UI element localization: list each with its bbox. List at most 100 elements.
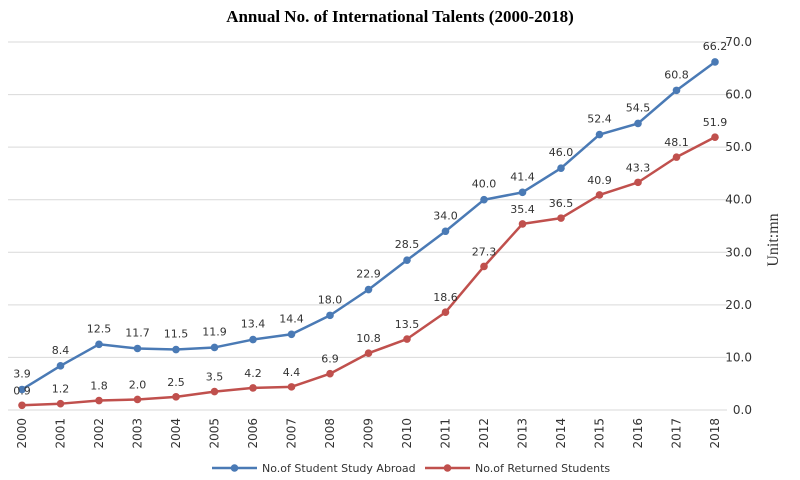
data-label: 40.0 — [472, 178, 497, 191]
data-label: 22.9 — [356, 268, 381, 281]
x-tick-label: 2017 — [670, 418, 684, 449]
y-tick-label: 30.0 — [725, 245, 752, 259]
x-tick-label: 2016 — [631, 418, 645, 449]
data-label: 3.5 — [206, 371, 224, 384]
data-label: 10.8 — [356, 332, 381, 345]
x-tick-label: 2005 — [208, 418, 222, 449]
data-label: 51.9 — [703, 116, 728, 129]
data-label: 11.5 — [164, 328, 189, 341]
y-tick-label: 10.0 — [725, 350, 752, 364]
data-label: 18.0 — [318, 293, 343, 306]
data-labels: 3.9 8.4 12.5 11.7 11.5 11.9 13.4 14.4 18.0 22.9 28… — [13, 40, 727, 397]
x-tick-label: 2015 — [593, 418, 607, 449]
data-point — [480, 195, 488, 204]
y-tick-label: 70.0 — [725, 35, 752, 49]
legend: No.of Student Study Abroad No.of Returned… — [212, 462, 610, 475]
data-point — [403, 335, 411, 343]
x-tick-label: 2011 — [439, 418, 453, 449]
x-tick-label: 2006 — [246, 418, 260, 449]
x-tick-label: 2001 — [54, 418, 68, 449]
data-label: 13.5 — [395, 318, 420, 331]
data-label: 52.4 — [587, 113, 612, 126]
data-point — [133, 395, 142, 404]
data-point — [518, 220, 527, 228]
data-point — [557, 214, 565, 222]
data-point — [364, 285, 373, 294]
x-tick-label: 2018 — [708, 418, 722, 449]
data-point — [287, 383, 296, 391]
data-point — [287, 330, 296, 339]
x-tick-label: 2013 — [516, 418, 530, 449]
data-label: 18.6 — [433, 291, 458, 304]
data-point — [95, 340, 103, 349]
x-tick-label: 2004 — [169, 418, 183, 449]
data-label: 54.5 — [626, 101, 651, 114]
data-point — [364, 349, 373, 358]
axes: 0.0 10.0 20.0 30.0 40.0 50.0 60.0 70.0 2000 2001 2… — [15, 35, 752, 449]
data-label: 1.2 — [52, 383, 70, 396]
data-label: 43.3 — [626, 161, 651, 174]
data-point — [249, 384, 257, 392]
x-tick-label: 2007 — [285, 418, 299, 449]
data-label: 11.9 — [202, 325, 227, 338]
data-label: 11.7 — [125, 326, 150, 339]
x-tick-label: 2003 — [131, 418, 145, 449]
data-label: 12.5 — [87, 322, 112, 335]
data-label: 2.0 — [129, 378, 147, 391]
data-point — [95, 396, 103, 405]
data-label: 60.8 — [664, 68, 689, 81]
data-point — [326, 311, 334, 320]
data-point — [711, 58, 719, 66]
chart-title: Annual No. of International Talents (200… — [226, 7, 574, 26]
data-label: 66.2 — [703, 40, 728, 53]
data-label: 35.4 — [510, 203, 535, 216]
y-axis-label: Unit:mn — [765, 213, 782, 266]
data-point — [56, 399, 65, 408]
data-label: 8.4 — [52, 344, 70, 357]
data-label: 28.5 — [395, 238, 420, 251]
legend-label: No.of Returned Students — [475, 462, 610, 475]
data-point — [326, 369, 334, 378]
data-label: 4.4 — [283, 366, 301, 379]
data-point — [172, 393, 180, 401]
data-label: 36.5 — [549, 197, 574, 210]
y-tick-label: 50.0 — [725, 140, 752, 154]
data-point — [634, 178, 642, 187]
data-point — [672, 86, 681, 95]
data-point — [18, 401, 26, 410]
data-point — [595, 130, 604, 139]
y-tick-label: 20.0 — [725, 298, 752, 312]
data-label: 27.3 — [472, 245, 497, 258]
legend-marker — [443, 464, 452, 472]
x-tick-label: 2014 — [554, 418, 568, 449]
data-point — [441, 227, 450, 236]
gridlines — [8, 41, 727, 411]
data-label: 48.1 — [664, 136, 689, 149]
data-point — [56, 362, 65, 370]
data-point — [672, 153, 681, 161]
legend-label: No.of Student Study Abroad — [262, 462, 416, 475]
data-point — [480, 262, 488, 271]
data-point — [441, 308, 450, 317]
data-point — [634, 119, 642, 128]
data-label: 40.9 — [587, 174, 612, 187]
data-label: 46.0 — [549, 146, 574, 159]
data-label: 41.4 — [510, 170, 535, 183]
data-point — [403, 256, 411, 264]
data-point — [18, 385, 26, 394]
series-group — [18, 58, 719, 410]
data-label: 14.4 — [279, 312, 304, 325]
x-tick-label: 2009 — [362, 418, 376, 449]
data-label: 1.8 — [90, 380, 108, 393]
x-tick-label: 2002 — [92, 418, 106, 449]
y-tick-label: 60.0 — [725, 88, 752, 102]
y-tick-label: 40.0 — [725, 193, 752, 207]
data-point — [172, 345, 180, 354]
data-label: 34.0 — [433, 209, 458, 222]
data-label: 4.2 — [244, 367, 262, 380]
x-tick-label: 2000 — [15, 418, 29, 449]
data-label: 2.5 — [167, 376, 185, 389]
data-point — [711, 133, 719, 141]
legend-marker — [230, 464, 239, 472]
